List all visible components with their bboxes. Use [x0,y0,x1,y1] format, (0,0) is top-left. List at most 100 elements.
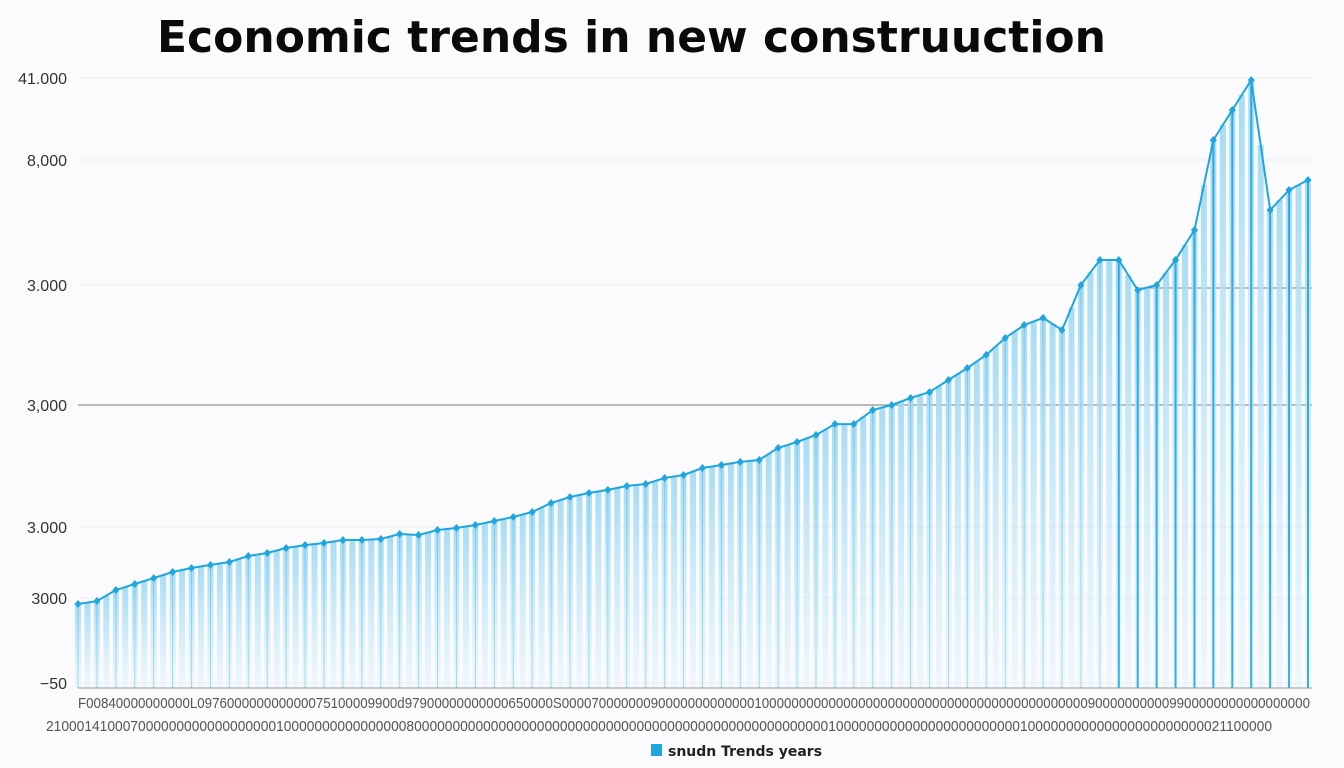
data-point [717,461,725,470]
data-point [736,457,744,466]
bar [775,447,782,688]
data-point [415,531,423,540]
bar [1144,287,1151,688]
x-tick-row-2: 2100014100070000000000000000001000000000… [46,718,1272,735]
bar [150,578,157,688]
bar [500,519,507,688]
bar [907,397,914,688]
bar [226,562,233,688]
bar [917,395,924,688]
bar [1200,184,1207,688]
data-point [944,375,952,384]
bar [1238,95,1245,689]
bar [1295,184,1302,688]
x-tick-row-1: F00840000000000L097600000000000075100009… [78,695,1310,712]
data-point [263,549,271,558]
bar [1257,145,1264,688]
bar [831,424,838,688]
bar [254,554,261,688]
bar [992,346,999,688]
bar [623,485,630,688]
y-axis-ticks: 41.000 8,000 3.000 3,000 3.000 3000 −50 [18,71,67,693]
bar [273,550,280,688]
bar [519,514,526,688]
bar [84,602,91,688]
bar [964,368,971,688]
bar [718,465,725,688]
data-point [547,499,555,508]
bar [358,540,365,688]
bar [822,429,829,688]
bar [879,407,886,688]
bar [339,540,346,688]
bar [1163,272,1170,688]
bar [642,484,649,688]
y-tick-label: 3,000 [27,398,67,415]
bar [1021,325,1028,688]
bar [510,517,517,688]
bar [179,570,186,688]
bar [614,487,621,688]
data-point [850,420,858,429]
data-point [831,420,839,429]
data-point [926,388,934,397]
bar [1219,125,1226,688]
bar [869,410,876,688]
data-point [452,523,460,532]
data-point [1266,206,1274,215]
data-point [490,517,498,526]
data-point [1228,105,1236,114]
data-point [585,489,593,498]
bar [813,434,819,688]
bar [529,512,536,688]
data-point [812,430,820,439]
data-point [1096,256,1104,265]
data-point [434,526,442,535]
data-point [112,586,120,595]
bar [604,489,611,688]
data-point [888,401,896,410]
bar [841,424,848,688]
bar [396,533,403,688]
bar [311,544,318,688]
bar [1077,285,1084,688]
bar [567,497,573,688]
data-point [206,560,214,569]
data-point [982,350,990,359]
bar [973,361,980,688]
data-point [396,529,404,538]
data-point [150,574,158,583]
data-point [339,536,347,545]
data-point [74,600,82,609]
bar [406,534,413,688]
bar [112,590,119,688]
bar [850,424,857,688]
y-tick-label: 3000 [31,591,67,608]
bar [415,535,422,688]
bar [1125,275,1132,688]
data-point [1190,225,1198,234]
bar [595,491,602,688]
bar [671,476,678,688]
data-point [661,473,669,482]
data-point [698,463,706,472]
bar [737,461,744,688]
bar [169,572,176,688]
data-point [301,541,309,550]
bar [1002,337,1009,688]
data-point [1285,186,1293,195]
data-point [793,438,801,447]
bar [1040,317,1047,688]
bar [462,526,469,688]
bar [491,521,498,688]
data-point [377,535,385,544]
series-markers [74,76,1312,609]
bar [321,542,327,688]
bar [103,595,110,688]
bar [898,401,905,688]
bar [860,417,867,688]
data-point [566,493,574,502]
y-tick-label: 3.000 [27,278,67,295]
bar [444,528,450,688]
bar [1087,272,1094,688]
